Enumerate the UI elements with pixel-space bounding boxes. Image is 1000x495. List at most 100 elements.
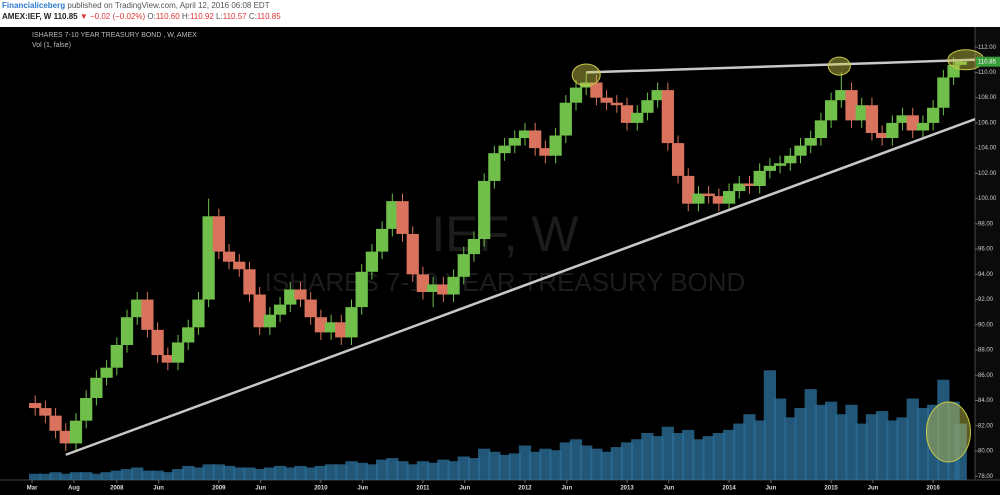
x-tick-label: 2012	[518, 486, 532, 492]
y-tick-label: 92.00	[978, 297, 994, 303]
y-tick-label: 84.00	[978, 398, 994, 404]
volume-bar	[39, 473, 52, 480]
volume-bar	[488, 451, 501, 480]
volume-bar	[518, 445, 532, 480]
candle-body	[722, 191, 736, 204]
x-tick-label: Jun	[357, 486, 368, 492]
volume-bar	[702, 436, 715, 480]
author[interactable]: Financialiceberg	[2, 1, 66, 10]
x-tick-label: 2015	[824, 486, 838, 492]
y-tick-label: 94.00	[978, 272, 994, 278]
candle-body	[29, 403, 42, 409]
volume-bar	[600, 451, 613, 480]
volume-bar	[100, 472, 113, 480]
candle-body	[478, 180, 491, 239]
candle-body	[284, 289, 297, 305]
candle-body	[876, 132, 889, 139]
volume-bar	[641, 433, 654, 480]
candle-body	[233, 261, 246, 270]
x-tick-label: Jun	[868, 486, 879, 492]
y-tick-label: 106.00	[978, 120, 997, 126]
volume-bar	[365, 464, 379, 480]
header: Financialiceberg published on TradingVie…	[2, 0, 998, 26]
candle-body	[865, 105, 879, 133]
x-tick-label: Jun	[766, 486, 777, 492]
volume-bar	[610, 447, 623, 480]
ohlc-label: C:	[248, 12, 257, 21]
volume-bar	[141, 470, 154, 480]
volume-bar	[304, 467, 317, 480]
candle-body	[386, 201, 399, 229]
ohlc-value: 110.60	[155, 12, 180, 21]
candle-body	[273, 304, 287, 315]
y-tick-label: 102.00	[978, 171, 997, 177]
volume-bar	[824, 401, 838, 480]
price: 110.85	[53, 12, 78, 21]
volume-bar	[763, 370, 777, 480]
y-tick-label: 90.00	[978, 322, 994, 328]
change: ▼ −0.02 (−0.02%)	[79, 12, 146, 21]
ohlc-label: O:	[147, 12, 156, 21]
candle-body	[692, 193, 705, 204]
volume-bar	[580, 445, 593, 480]
volume-bar	[906, 398, 919, 480]
x-tick-label: Jun	[561, 486, 572, 492]
volume-bar	[192, 467, 205, 480]
candle-body	[590, 82, 603, 98]
volume-bar	[335, 464, 348, 480]
candle-body	[682, 175, 695, 204]
volume-bar	[243, 467, 256, 480]
volume-bar	[498, 454, 511, 480]
candle-body	[182, 327, 195, 343]
volume-bar	[794, 407, 807, 480]
volume-bar	[916, 407, 930, 480]
price-axis	[975, 27, 1000, 480]
x-tick-label: 2014	[722, 486, 736, 492]
volume-bar	[406, 464, 419, 480]
x-tick-label: 2010	[314, 486, 328, 492]
candle-body	[100, 367, 113, 378]
candle-body	[488, 153, 501, 181]
volume-bar	[375, 459, 389, 480]
candle-body	[600, 97, 613, 103]
volume-bar	[171, 469, 185, 480]
candle-body	[161, 355, 174, 363]
candle-body	[202, 216, 215, 300]
candle-body	[467, 238, 481, 255]
candle-body	[855, 105, 868, 121]
volume-bar	[182, 465, 195, 480]
candle-body	[345, 307, 358, 338]
volume-bar	[529, 451, 542, 480]
y-tick-label: 104.00	[978, 146, 997, 152]
candle-body	[253, 294, 266, 328]
y-tick-label: 80.00	[978, 449, 994, 455]
candle-body	[406, 233, 419, 275]
candle-body	[794, 145, 807, 156]
candle-body	[314, 317, 328, 333]
candle-body	[365, 251, 379, 272]
candle-body	[620, 105, 634, 123]
candle-body	[375, 228, 389, 252]
candle-body	[743, 183, 756, 186]
volume-bar	[467, 458, 481, 480]
candle-body	[539, 148, 552, 156]
volume-bar	[416, 461, 430, 480]
candle-body	[937, 77, 950, 108]
volume-bar	[90, 473, 103, 480]
candle-body	[518, 130, 532, 139]
ohlc-value: 110.85	[256, 12, 281, 21]
volume-bar	[110, 470, 123, 480]
x-tick-label: 2013	[620, 486, 634, 492]
x-tick-label: Jun	[153, 486, 164, 492]
x-tick-label: Mar	[27, 486, 38, 492]
candle-body	[131, 299, 144, 318]
header-line: AMEX:IEF, W 110.85 ▼ −0.02 (−0.02%) O:11…	[2, 11, 998, 22]
candle-body	[447, 276, 460, 295]
volume-bar	[508, 453, 521, 480]
candle-body	[835, 90, 848, 101]
candle-body	[651, 90, 664, 101]
ohlc-value: 110.92	[189, 12, 214, 21]
volume-bar	[212, 464, 225, 480]
candle-body	[671, 143, 685, 176]
candle-body	[141, 299, 154, 330]
